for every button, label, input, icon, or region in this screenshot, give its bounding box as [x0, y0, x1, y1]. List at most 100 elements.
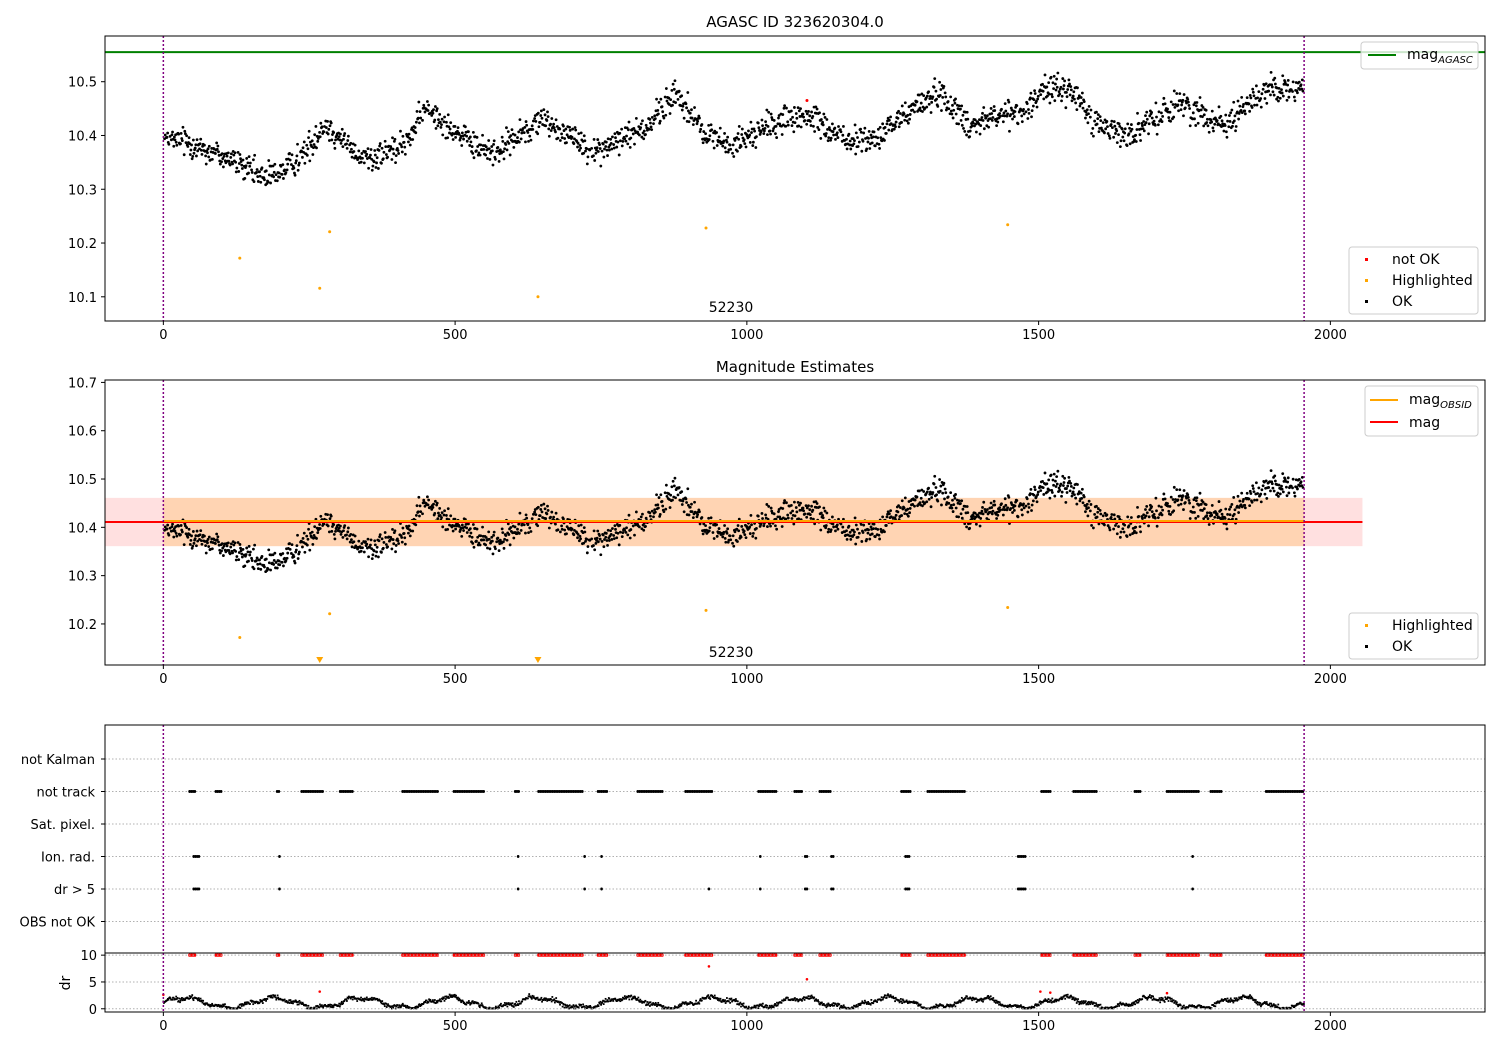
- ok-point: [350, 545, 354, 549]
- ok-point: [808, 114, 812, 118]
- ok-point: [889, 115, 893, 119]
- ok-point: [574, 128, 578, 132]
- ok-point: [1199, 502, 1203, 506]
- ok-point: [381, 546, 385, 550]
- dr-point: [739, 1001, 742, 1004]
- ok-point: [1051, 478, 1055, 482]
- ok-point: [1139, 139, 1142, 142]
- panel-agasc-scatter-legend[interactable]: not OK Highlighted OK: [1348, 246, 1479, 315]
- ok-point: [1252, 94, 1256, 98]
- ok-point: [592, 544, 595, 547]
- ok-point: [361, 156, 364, 160]
- ok-point: [326, 513, 329, 517]
- flag-point: [277, 790, 281, 793]
- ok-point: [899, 112, 902, 115]
- ok-point: [377, 167, 380, 170]
- ok-point: [998, 114, 1002, 118]
- ok-point: [470, 145, 474, 148]
- ok-point: [441, 133, 445, 137]
- ok-point: [598, 143, 601, 147]
- ok-point: [835, 523, 839, 527]
- ok-point: [468, 144, 472, 147]
- ok-point: [743, 533, 747, 537]
- ok-point: [1111, 126, 1114, 130]
- ok-point: [305, 543, 309, 547]
- ok-point: [1050, 95, 1054, 99]
- panel-agasc-line-legend[interactable]: magAGASC: [1360, 41, 1479, 70]
- ok-point: [469, 531, 473, 535]
- dr-point: [586, 1007, 588, 1010]
- ok-point: [653, 114, 657, 118]
- ok-point: [1255, 103, 1259, 107]
- dr-point: [435, 1001, 438, 1004]
- ok-point: [252, 158, 255, 162]
- dr-point: [422, 1003, 425, 1005]
- dr-point: [766, 1004, 769, 1007]
- ok-point: [471, 151, 475, 155]
- ok-point: [237, 551, 241, 554]
- ok-point: [897, 504, 900, 508]
- ok-point: [1225, 135, 1229, 139]
- ok-point: [1173, 105, 1177, 109]
- ok-point: [658, 513, 662, 516]
- ok-point: [595, 536, 599, 540]
- dr-point: [803, 996, 805, 999]
- dr-point: [329, 1005, 332, 1008]
- flag-point: [707, 887, 711, 891]
- ok-point: [1027, 502, 1030, 506]
- ok-point: [256, 180, 260, 183]
- ok-point: [250, 559, 254, 562]
- dr-point: [765, 1004, 767, 1007]
- ok-point: [246, 550, 250, 554]
- ok-point: [203, 534, 206, 538]
- flag-point: [1219, 790, 1223, 793]
- ok-point: [1108, 528, 1112, 532]
- ok-point: [1210, 109, 1214, 113]
- ok-point: [609, 137, 613, 141]
- ok-point: [856, 527, 859, 531]
- ok-point: [1067, 78, 1071, 82]
- dr-point: [741, 1003, 744, 1006]
- panel-agasc-plot-area: [105, 36, 1485, 321]
- ok-point: [1007, 100, 1011, 104]
- ok-point: [484, 536, 488, 539]
- ok-point: [662, 116, 666, 120]
- ok-point: [1064, 500, 1068, 504]
- ok-point: [362, 550, 366, 554]
- ok-point: [353, 534, 357, 538]
- dr-point: [186, 996, 188, 999]
- ok-point: [1097, 522, 1101, 526]
- ok-point: [927, 90, 930, 94]
- panel-agasc-y-axis: 10.110.210.310.410.5: [68, 76, 105, 306]
- ok-point: [1024, 110, 1028, 114]
- ok-point: [1271, 486, 1275, 490]
- panel-mag-line-legend[interactable]: magOBSID mag: [1364, 385, 1479, 437]
- dr-point: [242, 1003, 244, 1006]
- ok-point: [1117, 525, 1120, 528]
- ok-point: [554, 522, 557, 526]
- ok-point: [1247, 102, 1251, 106]
- dr-point: [584, 1007, 587, 1009]
- dr-point: [504, 1004, 507, 1007]
- legend-mag-agasc-label: magAGASC: [1407, 47, 1473, 66]
- ok-point: [337, 526, 341, 530]
- ok-point: [663, 491, 667, 495]
- ok-point: [191, 138, 195, 142]
- ok-point: [1206, 124, 1210, 128]
- ok-point: [334, 529, 337, 533]
- ok-point: [1172, 509, 1176, 513]
- ok-point: [1073, 493, 1076, 497]
- dr-point: [470, 1002, 473, 1005]
- ok-point: [180, 530, 184, 534]
- ok-point: [671, 103, 674, 107]
- ok-point: [277, 559, 281, 563]
- panel-mag-scatter-legend[interactable]: Highlighted OK: [1348, 612, 1479, 660]
- ok-point: [392, 152, 396, 156]
- dr-point: [777, 1002, 780, 1005]
- dr-point: [381, 1000, 384, 1002]
- ok-point: [681, 499, 685, 503]
- ok-point: [462, 529, 465, 532]
- ok-point: [1061, 87, 1065, 91]
- ok-point: [1142, 120, 1146, 123]
- ok-point: [949, 503, 953, 507]
